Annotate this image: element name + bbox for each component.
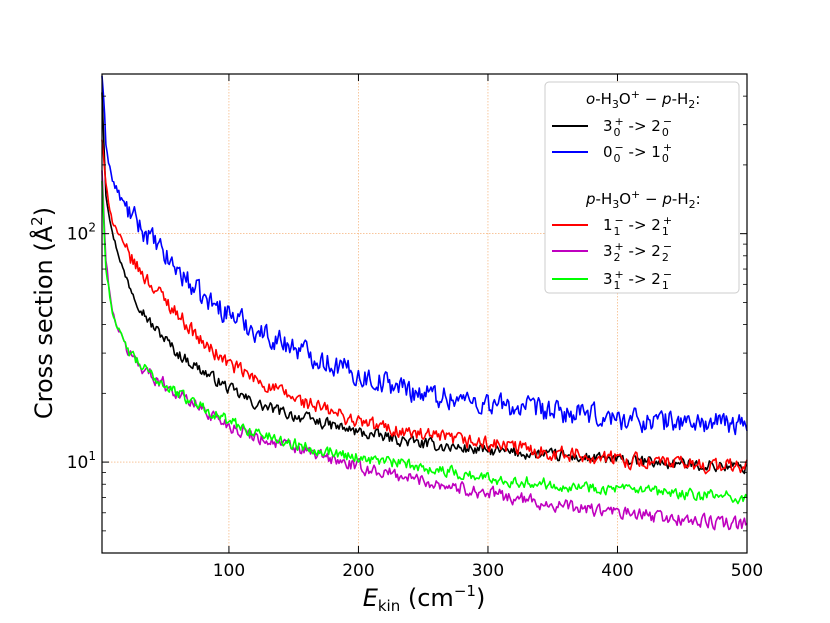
- x-tick-label: 500: [731, 561, 763, 581]
- legend-group-title: o-H3O+ − p-H2:: [586, 88, 700, 111]
- x-tick-label: 200: [342, 561, 374, 581]
- x-axis-label: Ekin (cm−1): [363, 582, 486, 615]
- x-tick-label: 100: [213, 561, 245, 581]
- series-line: [101, 181, 748, 505]
- axis-ticks: 100 200 300 400 500 101 102: [67, 73, 763, 581]
- legend-box: [544, 81, 740, 294]
- legend-label: 00− -> 10+: [603, 141, 672, 165]
- x-tick-label: 300: [472, 561, 504, 581]
- legend-label: 31+ -> 21−: [603, 268, 672, 292]
- series-line: [101, 92, 748, 475]
- y-axis-label: Cross section (Å2): [28, 207, 58, 419]
- legend-items: o-H3O+ − p-H2: 30+ -> 20−00− -> 10+ p-H3O+…: [552, 88, 701, 292]
- series-line: [101, 75, 748, 436]
- y-tick-label: 101: [67, 449, 96, 473]
- y-tick-label: 102: [67, 221, 96, 245]
- legend-group-title: p-H3O+ − p-H2:: [585, 188, 701, 211]
- series-line: [101, 139, 748, 475]
- series-layer: [101, 75, 748, 531]
- legend-label: 11− -> 21+: [603, 214, 672, 238]
- legend-label: 32+ -> 22−: [603, 240, 672, 264]
- legend: o-H3O+ − p-H2: 30+ -> 20−00− -> 10+ p-H3O+…: [544, 81, 740, 294]
- plot-frame: [101, 73, 748, 554]
- x-tick-label: 400: [601, 561, 633, 581]
- legend-label: 30+ -> 20−: [603, 115, 672, 139]
